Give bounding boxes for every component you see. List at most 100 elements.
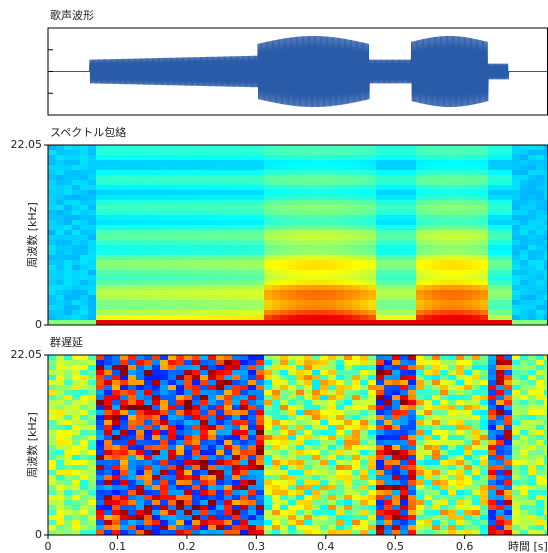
cell [144,380,152,385]
cell [440,485,448,490]
cell [240,145,248,150]
cell [72,430,80,435]
cell [544,275,548,280]
cell [456,525,464,530]
cell [432,155,440,160]
cell [160,240,168,245]
cell [456,465,464,470]
cell [408,145,416,150]
cell [448,240,456,245]
cell [432,150,440,155]
cell [424,185,432,190]
cell [192,450,200,455]
cell [536,155,544,160]
cell [208,495,216,500]
cell [264,280,272,285]
cell [216,275,224,280]
cell [360,195,368,200]
cell [400,160,408,165]
cell [512,175,520,180]
cell [96,500,104,505]
cell [416,300,424,305]
cell [216,270,224,275]
cell [464,490,472,495]
cell [320,145,328,150]
cell [184,310,192,315]
cell [200,460,208,465]
cell [408,395,416,400]
cell [144,255,152,260]
cell [512,230,520,235]
cell [504,160,512,165]
cell [72,165,80,170]
cell [88,415,96,420]
cell [424,380,432,385]
cell [104,525,112,530]
cell [112,395,120,400]
cell [176,315,184,320]
cell [304,380,312,385]
cell [432,225,440,230]
cell [312,380,320,385]
cell [304,200,312,205]
cell [328,530,336,535]
cell [424,405,432,410]
cell [208,225,216,230]
cell [240,390,248,395]
cell [432,425,440,430]
cell [480,310,488,315]
cell [104,180,112,185]
cell [544,365,548,370]
cell [224,415,232,420]
cell [400,420,408,425]
cell [224,395,232,400]
cell [176,360,184,365]
cell [520,435,528,440]
cell [416,445,424,450]
cell [184,490,192,495]
cell [192,200,200,205]
cell [440,490,448,495]
cell [384,400,392,405]
cell [512,260,520,265]
cell [352,480,360,485]
cell [544,190,548,195]
cell [144,500,152,505]
cell [48,210,56,215]
cell [64,410,72,415]
cell [256,475,264,480]
cell [56,440,64,445]
cell [72,455,80,460]
cell [104,220,112,225]
cell [312,465,320,470]
cell [104,210,112,215]
cell [64,280,72,285]
cell [232,255,240,260]
cell [184,235,192,240]
cell [88,215,96,220]
cell [232,485,240,490]
cell [272,405,280,410]
cell [512,215,520,220]
cell [56,515,64,520]
cell [184,265,192,270]
cell [368,270,376,275]
cell [392,300,400,305]
cell [280,260,288,265]
cell [496,280,504,285]
cell [368,195,376,200]
cell [352,425,360,430]
cell [472,275,480,280]
cell [384,465,392,470]
cell [352,295,360,300]
cell [416,315,424,320]
cell [408,185,416,190]
cell [296,255,304,260]
cell [496,495,504,500]
cell [480,520,488,525]
cell [504,245,512,250]
cell [384,265,392,270]
cell [456,210,464,215]
cell [384,360,392,365]
cell [392,365,400,370]
